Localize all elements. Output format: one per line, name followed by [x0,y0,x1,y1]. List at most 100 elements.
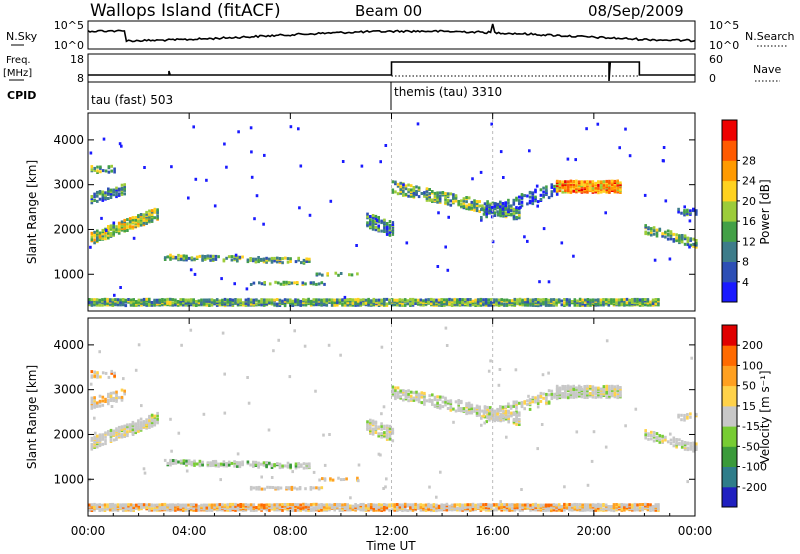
echo-cell [374,222,378,226]
echo-cell [485,410,488,414]
echo-cell [658,440,662,444]
echo-cell [385,297,389,301]
echo-cell [666,233,670,236]
echo-cell [226,298,229,302]
echo-cell [415,185,418,189]
echo-cell [563,504,566,508]
y-tick-label: 3000 [53,178,84,192]
echo-cell [486,407,489,411]
echo-cell [262,461,266,465]
echo-cell [320,301,323,305]
echo-cell [438,406,442,410]
echo-cell [241,255,244,259]
echo-cell [497,506,501,510]
echo-cell [471,299,475,303]
echo-cell [117,231,121,235]
echo-cell [393,503,396,507]
echo-cell [490,503,493,507]
echo-cell [485,205,488,208]
echo-cell [346,507,349,510]
echo-cell [677,210,680,214]
echo-cell [553,184,556,188]
echo-cell [268,298,271,302]
echo-cell [377,216,380,219]
echo-cell [200,503,203,507]
echo-cell [95,303,99,307]
echo-cell [113,170,116,174]
echo-cell [428,188,431,191]
echo-cell [182,461,186,465]
echo-cell [276,256,279,260]
echo-cell [391,221,395,225]
echo-cell [226,300,229,304]
echo-cell [646,298,650,302]
echo-cell [407,392,410,396]
echo-cell [139,220,143,223]
echo-cell [305,465,308,469]
echo-cell [328,298,331,302]
echo-cell [107,225,110,228]
echo-cell [487,298,490,302]
x-tick-label: 20:00 [577,524,612,538]
echo-cell [351,301,355,305]
echo-cell [163,504,167,508]
echo-cell [502,205,505,209]
echo-cell [339,353,342,357]
echo-cell [471,177,474,181]
echo-cell [93,199,96,202]
echo-cell [531,196,535,200]
echo-cell [346,301,349,305]
echo-cell [555,184,559,187]
echo-cell [446,202,450,206]
echo-cell [139,423,143,427]
echo-cell [262,506,266,510]
echo-cell [474,302,477,306]
echo-cell [123,229,126,232]
echo-cell [518,202,521,206]
echo-cell [113,293,116,297]
echo-cell [257,258,260,262]
echo-cell [605,189,608,193]
colorbar-tick-label: 8 [742,256,749,269]
echo-cell [612,298,616,302]
echo-cell [273,298,276,302]
echo-cell [158,503,162,507]
echo-cell [518,420,521,424]
echo-cell [339,478,343,482]
echo-cell [558,187,562,191]
echo-cell [633,504,637,508]
echo-cell [407,183,410,187]
echo-cell [137,421,140,425]
echo-cell [296,503,300,507]
echo-cell [470,200,474,204]
echo-cell [523,194,526,198]
echo-cell [411,508,415,512]
echo-cell [545,392,548,396]
echo-cell [444,201,447,204]
echo-cell [566,188,570,192]
echo-cell [444,326,448,330]
echo-cell [452,196,455,199]
echo-cell [528,407,532,411]
echo-cell [695,241,698,245]
echo-cell [121,503,125,507]
echo-cell [115,186,118,190]
echo-cell [211,460,215,463]
echo-cell [137,506,141,510]
echo-cell [225,256,228,260]
echo-cell [545,401,548,405]
echo-cell [260,462,263,466]
echo-cell [599,390,603,394]
echo-cell [350,273,354,277]
echo-cell [123,430,126,434]
echo-cell [302,462,306,466]
echo-cell [507,420,510,424]
echo-cell [508,299,511,303]
echo-cell [417,392,421,396]
echo-cell [315,282,318,286]
echo-cell [120,190,124,194]
echo-cell [636,507,639,511]
echo-cell [644,436,647,440]
echo-cell [278,503,282,507]
echo-cell [501,413,505,417]
